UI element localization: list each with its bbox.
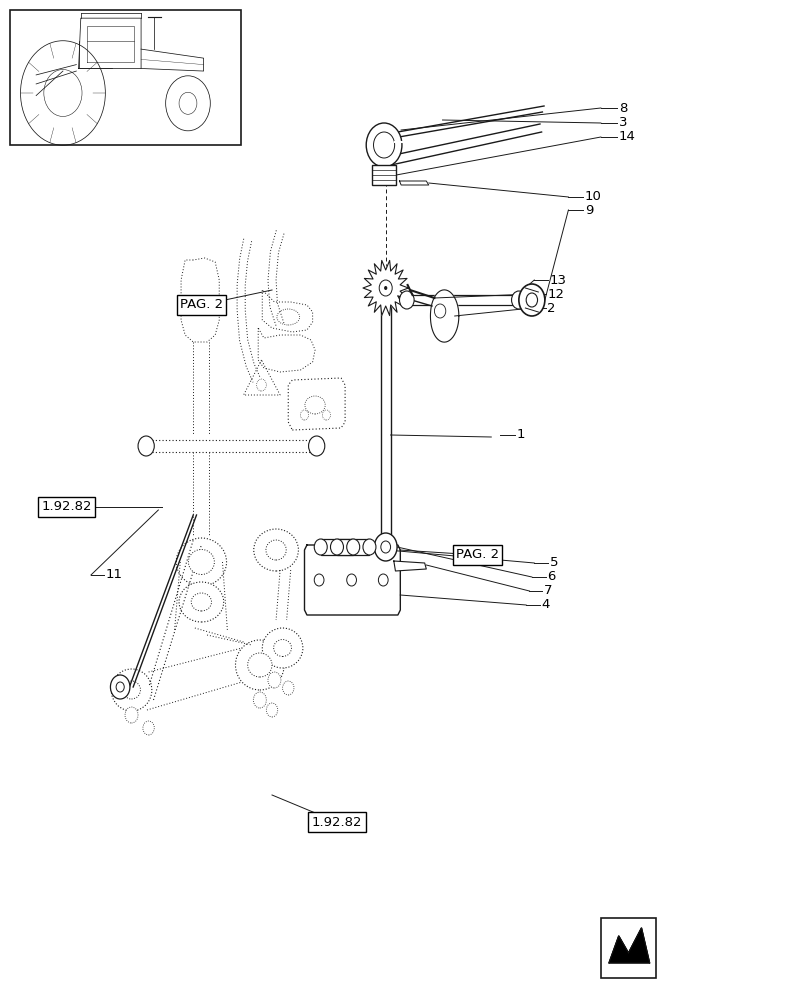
Circle shape (300, 410, 308, 420)
Circle shape (268, 672, 281, 688)
Text: 8: 8 (618, 102, 626, 114)
Polygon shape (288, 378, 345, 430)
Bar (337, 539, 369, 555)
Polygon shape (430, 290, 458, 342)
Circle shape (379, 280, 392, 296)
Ellipse shape (247, 653, 272, 677)
Circle shape (125, 707, 138, 723)
Ellipse shape (253, 529, 298, 571)
Text: 7: 7 (543, 584, 551, 597)
Ellipse shape (176, 538, 226, 586)
Circle shape (346, 539, 359, 555)
Circle shape (378, 574, 388, 586)
Polygon shape (608, 928, 649, 963)
Circle shape (314, 539, 327, 555)
Polygon shape (181, 258, 219, 342)
Ellipse shape (273, 640, 291, 656)
Text: 11: 11 (105, 568, 122, 582)
Bar (600, 918, 655, 978)
Ellipse shape (188, 550, 214, 574)
Ellipse shape (266, 540, 285, 560)
Polygon shape (243, 360, 280, 395)
Circle shape (282, 681, 294, 695)
Text: 9: 9 (584, 204, 592, 217)
Ellipse shape (178, 582, 223, 622)
Text: 10: 10 (584, 190, 601, 204)
Text: 14: 14 (618, 130, 635, 143)
Circle shape (308, 436, 324, 456)
Circle shape (253, 692, 266, 708)
Circle shape (314, 574, 324, 586)
Text: 2: 2 (547, 302, 555, 314)
Circle shape (384, 286, 387, 290)
Circle shape (363, 539, 375, 555)
Circle shape (518, 284, 544, 316)
Text: 1: 1 (516, 428, 524, 442)
Text: 4: 4 (541, 598, 549, 611)
Text: 1.92.82: 1.92.82 (311, 816, 362, 828)
Circle shape (110, 675, 130, 699)
Ellipse shape (235, 640, 284, 690)
Text: 12: 12 (547, 288, 564, 300)
Ellipse shape (191, 593, 211, 611)
Polygon shape (399, 181, 428, 185)
Polygon shape (304, 545, 400, 615)
Text: 6: 6 (547, 570, 555, 584)
Text: 3: 3 (618, 116, 626, 129)
Circle shape (373, 132, 394, 158)
Circle shape (346, 574, 356, 586)
Circle shape (434, 304, 445, 318)
Bar (320, 539, 353, 555)
Text: PAG. 2: PAG. 2 (179, 298, 223, 312)
Bar (10, 10, 241, 145)
Polygon shape (258, 328, 315, 372)
Circle shape (374, 533, 397, 561)
Circle shape (526, 293, 537, 307)
Ellipse shape (122, 681, 140, 699)
Circle shape (380, 541, 390, 553)
Ellipse shape (305, 396, 324, 414)
Bar (406, 295, 519, 305)
Circle shape (143, 721, 154, 735)
Circle shape (266, 703, 277, 717)
Text: 5: 5 (549, 556, 557, 570)
Text: 1.92.82: 1.92.82 (41, 500, 92, 514)
Text: 13: 13 (549, 273, 566, 286)
Circle shape (322, 410, 330, 420)
Polygon shape (393, 561, 426, 571)
Circle shape (116, 682, 124, 692)
Circle shape (366, 123, 401, 167)
Ellipse shape (277, 309, 299, 325)
Text: PAG. 2: PAG. 2 (455, 548, 499, 562)
Circle shape (511, 291, 526, 309)
Ellipse shape (111, 669, 152, 711)
Circle shape (330, 539, 343, 555)
Polygon shape (363, 260, 408, 316)
Circle shape (256, 379, 266, 391)
Circle shape (138, 436, 154, 456)
Polygon shape (262, 290, 312, 332)
Bar (371, 165, 396, 185)
Circle shape (399, 291, 414, 309)
Ellipse shape (262, 628, 303, 668)
